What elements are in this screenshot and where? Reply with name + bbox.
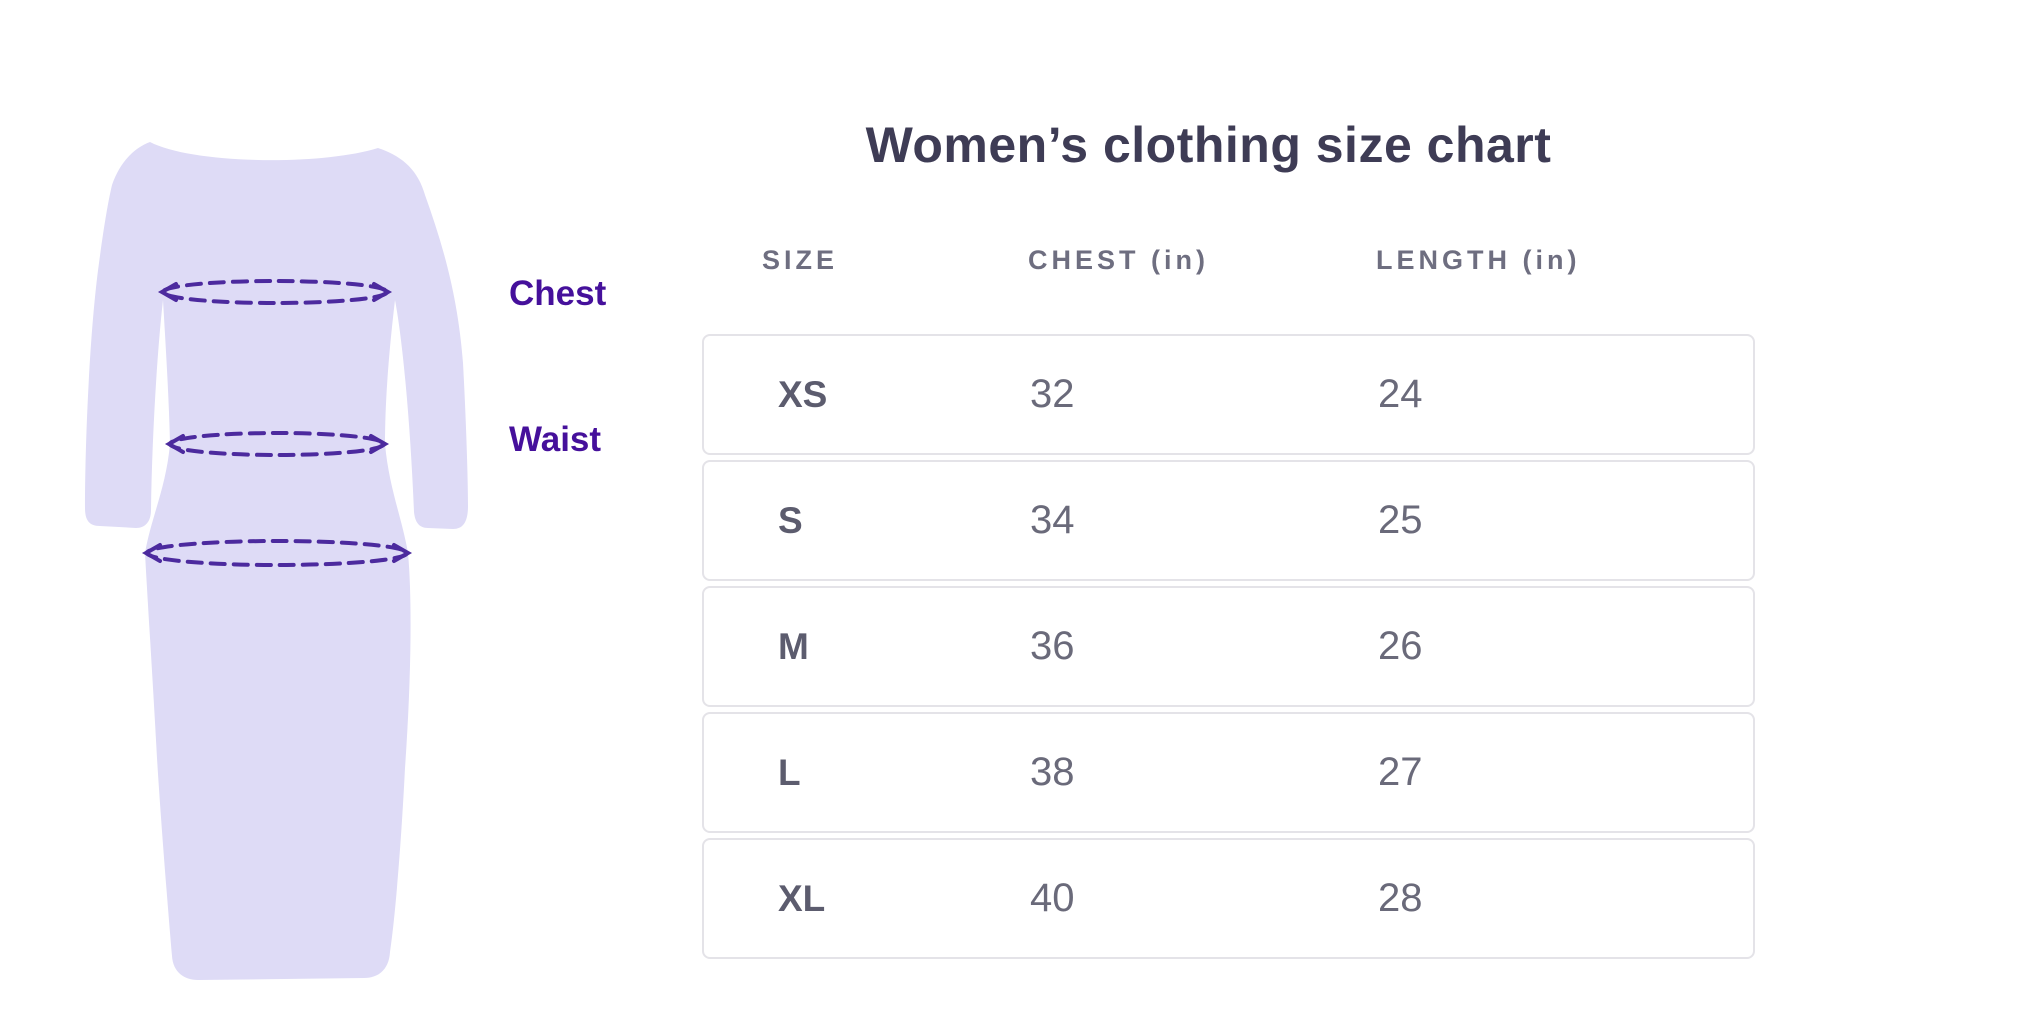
table-body: XS 32 24 S 34 25 M 36 26 L 38 27 XL 40 28 bbox=[702, 334, 1755, 959]
table-row: XL 40 28 bbox=[702, 838, 1755, 959]
page-title: Women’s clothing size chart bbox=[865, 117, 1552, 173]
chest-label: Chest bbox=[509, 274, 607, 313]
column-header-length: LENGTH (in) bbox=[1376, 244, 1581, 275]
cell-length: 27 bbox=[1378, 750, 1423, 794]
column-header-chest: CHEST (in) bbox=[1028, 244, 1209, 275]
table-row: L 38 27 bbox=[702, 712, 1755, 833]
dress-silhouette-svg bbox=[85, 142, 468, 980]
waist-arrow-right bbox=[369, 434, 390, 454]
table-row: M 36 26 bbox=[702, 586, 1755, 707]
column-header-size: SIZE bbox=[762, 244, 839, 275]
size-table: SIZE CHEST (in) LENGTH (in) XS 32 24 S 34 25 M… bbox=[702, 240, 1755, 964]
cell-chest: 38 bbox=[1030, 750, 1075, 794]
cell-size: M bbox=[778, 625, 809, 667]
cell-size: XS bbox=[778, 373, 828, 415]
cell-size: L bbox=[778, 751, 801, 793]
waist-label: Waist bbox=[509, 420, 602, 459]
hip-arrow-right bbox=[392, 543, 413, 563]
cell-chest: 40 bbox=[1030, 876, 1075, 920]
table-row: XS 32 24 bbox=[702, 334, 1755, 455]
hip-arrow-left bbox=[141, 543, 162, 563]
cell-length: 25 bbox=[1378, 498, 1423, 542]
chest-arrow-right bbox=[372, 282, 393, 302]
cell-length: 28 bbox=[1378, 876, 1423, 920]
cell-size: XL bbox=[778, 877, 826, 919]
waist-arrow-left bbox=[164, 434, 185, 454]
chest-arrow-left bbox=[157, 282, 178, 302]
cell-chest: 36 bbox=[1030, 624, 1075, 668]
table-row: S 34 25 bbox=[702, 460, 1755, 581]
cell-chest: 32 bbox=[1030, 372, 1075, 416]
cell-chest: 34 bbox=[1030, 498, 1075, 542]
cell-length: 26 bbox=[1378, 624, 1423, 668]
cell-size: S bbox=[778, 499, 803, 541]
cell-length: 24 bbox=[1378, 372, 1423, 416]
table-header: SIZE CHEST (in) LENGTH (in) bbox=[702, 240, 1755, 280]
dress-shape bbox=[85, 142, 468, 980]
dress-illustration bbox=[72, 108, 472, 1013]
